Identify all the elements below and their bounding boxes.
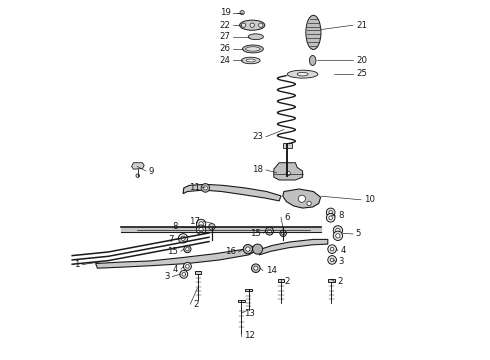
Circle shape [182, 273, 186, 276]
Ellipse shape [246, 59, 255, 62]
Ellipse shape [240, 20, 265, 30]
Circle shape [268, 229, 271, 233]
Text: 2: 2 [337, 277, 343, 286]
Circle shape [196, 225, 206, 234]
Text: 24: 24 [220, 56, 231, 65]
Circle shape [178, 234, 188, 243]
Text: 2: 2 [193, 300, 198, 309]
Circle shape [240, 10, 245, 15]
Circle shape [203, 186, 207, 190]
Circle shape [186, 265, 189, 268]
Circle shape [328, 245, 337, 253]
Text: 4: 4 [172, 265, 178, 274]
Text: 9: 9 [149, 166, 154, 175]
Text: 6: 6 [284, 213, 290, 222]
Bar [278, 279, 284, 282]
Circle shape [326, 208, 335, 217]
Text: 21: 21 [356, 21, 367, 30]
Circle shape [280, 230, 286, 237]
Ellipse shape [297, 72, 308, 76]
Text: 17: 17 [189, 217, 200, 226]
Ellipse shape [287, 70, 318, 78]
Bar [245, 289, 252, 291]
Text: 4: 4 [341, 246, 346, 255]
Circle shape [330, 258, 334, 262]
Ellipse shape [243, 45, 263, 53]
Text: 27: 27 [220, 32, 231, 41]
Text: 15: 15 [250, 229, 261, 238]
Circle shape [336, 234, 340, 238]
Text: 2: 2 [284, 277, 290, 286]
Polygon shape [96, 246, 258, 268]
Text: 20: 20 [356, 56, 367, 65]
Bar [328, 279, 335, 282]
Circle shape [181, 236, 185, 240]
Text: 1: 1 [74, 260, 79, 269]
Polygon shape [183, 184, 281, 201]
Text: 15: 15 [167, 247, 178, 256]
Circle shape [330, 247, 334, 251]
Circle shape [201, 184, 210, 192]
Circle shape [259, 23, 263, 27]
Text: 13: 13 [245, 309, 255, 318]
Circle shape [336, 228, 340, 233]
Circle shape [199, 228, 203, 232]
Circle shape [298, 195, 305, 202]
Circle shape [328, 256, 337, 264]
Circle shape [307, 201, 311, 206]
Polygon shape [274, 163, 303, 180]
Ellipse shape [242, 57, 260, 64]
Text: 3: 3 [339, 257, 344, 266]
Bar [283, 143, 292, 148]
Circle shape [282, 232, 285, 235]
Circle shape [184, 246, 191, 253]
Bar [195, 271, 201, 274]
Circle shape [250, 23, 254, 27]
Polygon shape [132, 163, 144, 169]
Circle shape [329, 211, 333, 214]
Text: 5: 5 [356, 230, 362, 239]
Circle shape [333, 231, 343, 240]
Circle shape [326, 213, 335, 222]
Circle shape [242, 23, 245, 27]
Circle shape [333, 226, 343, 235]
Circle shape [266, 227, 273, 235]
Ellipse shape [306, 15, 321, 49]
Text: 23: 23 [252, 132, 263, 141]
Circle shape [180, 270, 188, 278]
Ellipse shape [310, 55, 316, 66]
Circle shape [196, 219, 206, 229]
Ellipse shape [245, 47, 260, 51]
Polygon shape [258, 239, 328, 255]
Circle shape [286, 171, 291, 176]
Circle shape [186, 248, 189, 251]
Text: 26: 26 [220, 44, 231, 53]
Text: 7: 7 [168, 235, 174, 244]
Text: 19: 19 [220, 8, 231, 17]
Polygon shape [283, 189, 320, 208]
Text: 22: 22 [220, 21, 231, 30]
Bar [238, 300, 245, 302]
Text: 11: 11 [189, 183, 199, 192]
Text: 8: 8 [172, 222, 178, 231]
Circle shape [251, 264, 260, 273]
Text: 14: 14 [266, 266, 277, 275]
Text: 18: 18 [252, 165, 263, 174]
Text: 10: 10 [364, 195, 375, 204]
Text: 8: 8 [339, 211, 344, 220]
Circle shape [246, 247, 250, 251]
Circle shape [243, 244, 252, 254]
Circle shape [254, 266, 258, 270]
Circle shape [199, 222, 203, 226]
Circle shape [183, 262, 192, 270]
Text: 12: 12 [245, 331, 255, 340]
Text: 16: 16 [224, 248, 236, 256]
Circle shape [252, 244, 263, 254]
Ellipse shape [248, 34, 263, 40]
Circle shape [209, 224, 215, 230]
Text: 3: 3 [164, 272, 170, 281]
Text: 25: 25 [356, 69, 367, 78]
Circle shape [329, 216, 333, 220]
Circle shape [136, 174, 140, 177]
